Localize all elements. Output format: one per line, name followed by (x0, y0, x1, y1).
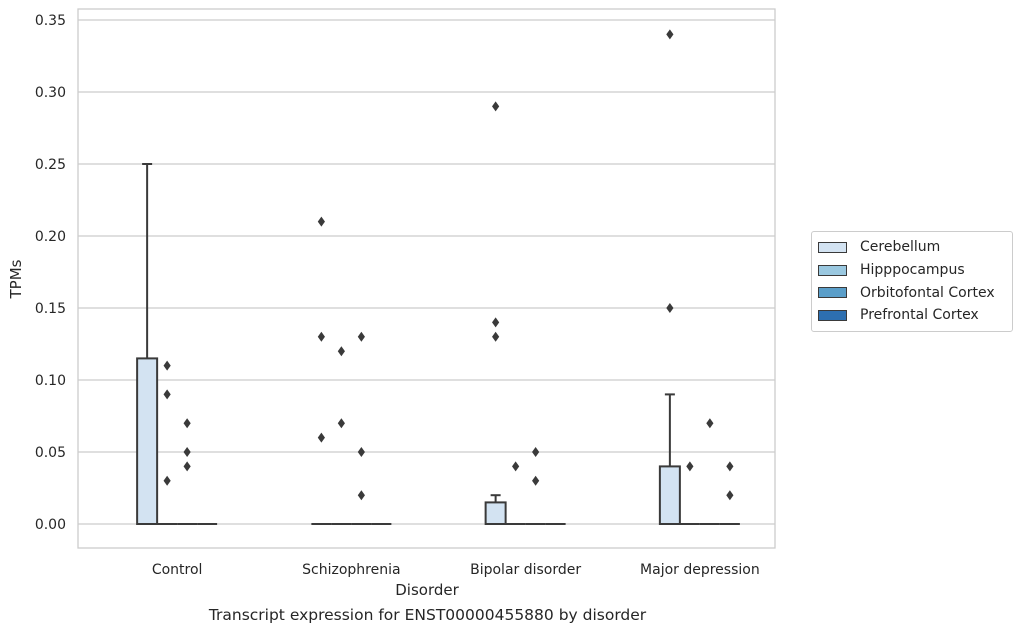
plot-frame (77, 8, 776, 549)
y-tick-label: 0.30 (35, 85, 66, 101)
y-tick-label: 0.10 (35, 373, 66, 389)
outlier-point (492, 331, 500, 342)
legend-item: Cerebellum (812, 236, 1012, 259)
box-hipppocampus (505, 461, 526, 525)
outlier-point (532, 475, 540, 486)
outlier-point (726, 490, 734, 501)
box-prefrontal-cortex (719, 461, 740, 525)
y-tick-label: 0.35 (35, 13, 66, 29)
box-hipppocampus (157, 360, 178, 525)
outlier-point (532, 447, 540, 457)
y-axis-label: TPMs (7, 259, 25, 299)
outlier-point (492, 101, 500, 112)
outlier-point (726, 461, 734, 472)
box-cerebellum (136, 163, 159, 525)
outlier-point (357, 490, 365, 501)
outlier-point (163, 389, 171, 400)
outlier-point (163, 360, 171, 371)
y-tick-label: 0.25 (35, 157, 66, 173)
y-tick-label: 0.05 (35, 445, 66, 461)
outlier-point (183, 418, 191, 429)
outlier-point (357, 447, 365, 457)
outlier-point (337, 346, 345, 357)
legend-label: Orbitofontal Cortex (860, 284, 995, 301)
y-tick-labels: 0.00 0.05 0.10 0.15 0.20 0.25 0.30 0.35 (35, 13, 66, 533)
box-hipppocampus (331, 346, 352, 525)
legend-swatch (818, 287, 847, 299)
outlier-point (492, 317, 500, 328)
y-tick-label: 0.15 (35, 301, 66, 317)
figure-caption: Transcript expression for ENST0000045588… (208, 606, 647, 624)
box-orbitofontal-cortex (351, 331, 372, 525)
box-orbitofontal-cortex (177, 418, 198, 525)
legend-swatch (818, 241, 847, 253)
legend-swatch (818, 264, 847, 276)
box-cerebellum (311, 216, 332, 525)
outlier-point (183, 447, 191, 457)
outlier-point (686, 461, 694, 472)
x-tick-labels: Control Schizophrenia Bipolar disorder Majo… (152, 562, 760, 578)
box-orbitofontal-cortex (525, 447, 546, 525)
legend-label: Cerebellum (860, 239, 941, 256)
y-tick-label: 0.00 (35, 517, 66, 533)
x-tick-label: Major depression (640, 562, 760, 578)
x-tick-label: Control (152, 562, 203, 578)
outlier-point (706, 418, 714, 429)
box-cerebellum (658, 29, 681, 525)
legend-label: Prefrontal Cortex (860, 307, 979, 324)
box-orbitofontal-cortex (699, 418, 720, 525)
legend-swatch (818, 309, 847, 321)
outlier-point (317, 216, 325, 227)
outlier-point (337, 418, 345, 429)
outlier-point (357, 331, 365, 342)
outlier-point (666, 29, 674, 40)
box (658, 465, 681, 525)
box-hipppocampus (679, 461, 700, 525)
outlier-point (183, 461, 191, 472)
legend-label: Hipppocampus (860, 262, 965, 279)
x-axis-label: Disorder (395, 581, 459, 599)
x-tick-label: Bipolar disorder (470, 562, 581, 578)
outlier-point (317, 331, 325, 342)
legend-item: Hipppocampus (812, 259, 1012, 282)
outlier-point (512, 461, 520, 472)
outlier-point (666, 303, 674, 313)
legend-item: Orbitofontal Cortex (812, 281, 1012, 304)
box (484, 501, 507, 525)
outlier-point (163, 475, 171, 486)
legend: Cerebellum Hipppocampus Orbitofontal Corte… (811, 231, 1013, 332)
outlier-point (317, 432, 325, 443)
gridlines (78, 19, 775, 525)
x-tick-label: Schizophrenia (302, 562, 400, 578)
box-marks (136, 29, 740, 525)
legend-item: Prefrontal Cortex (812, 304, 1012, 327)
box (136, 357, 159, 525)
box-cerebellum (484, 101, 507, 525)
y-tick-label: 0.20 (35, 229, 66, 245)
